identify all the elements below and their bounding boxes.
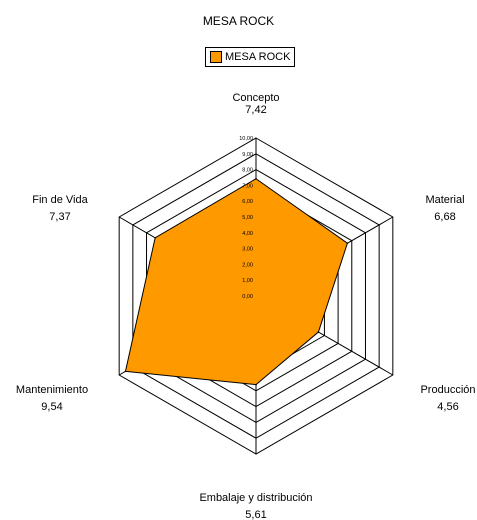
radar-series: [124, 177, 349, 386]
legend: MESA ROCK: [205, 47, 296, 67]
axis-label: Concepto: [232, 92, 279, 104]
legend-swatch: [210, 51, 222, 63]
axis-value-label: 5,61: [245, 509, 266, 520]
tick-label: 3,00: [242, 247, 253, 253]
data-point: [255, 177, 257, 180]
axis-label: Material: [425, 194, 464, 206]
tick-label: 5,00: [242, 215, 253, 221]
tick-label: 7,00: [242, 183, 253, 189]
tick-label: 8,00: [242, 168, 253, 174]
axis-label: Mantenimiento: [16, 384, 88, 396]
data-point: [346, 242, 349, 245]
axis-value-label: 6,68: [434, 211, 455, 223]
data-point: [124, 370, 127, 373]
axis-value-label: 4,56: [437, 401, 458, 413]
legend-label: MESA ROCK: [225, 51, 291, 63]
axis-value-label: 7,42: [245, 104, 266, 116]
axis-label: Producción: [420, 384, 475, 396]
axis-label: Fin de Vida: [32, 194, 88, 206]
data-point: [255, 383, 257, 386]
tick-label: 10,00: [239, 136, 253, 142]
tick-label: 1,00: [242, 278, 253, 284]
data-point: [317, 331, 320, 333]
tick-label: 0,00: [242, 294, 253, 300]
axis-value-label: 9,54: [41, 401, 62, 413]
radar-tick-labels: 0,00 1,00 2,00 3,00 4,00 5,00 6,00 7,00 8,00 9,00…: [239, 136, 253, 300]
tick-label: 2,00: [242, 262, 253, 268]
axis-value-label: 7,37: [49, 211, 70, 223]
tick-label: 6,00: [242, 199, 253, 205]
chart-title: MESA ROCK: [202, 14, 275, 28]
data-point: [154, 236, 156, 239]
axis-label: Embalaje y distribución: [199, 492, 312, 504]
tick-label: 4,00: [242, 231, 253, 237]
tick-label: 9,00: [242, 152, 253, 158]
